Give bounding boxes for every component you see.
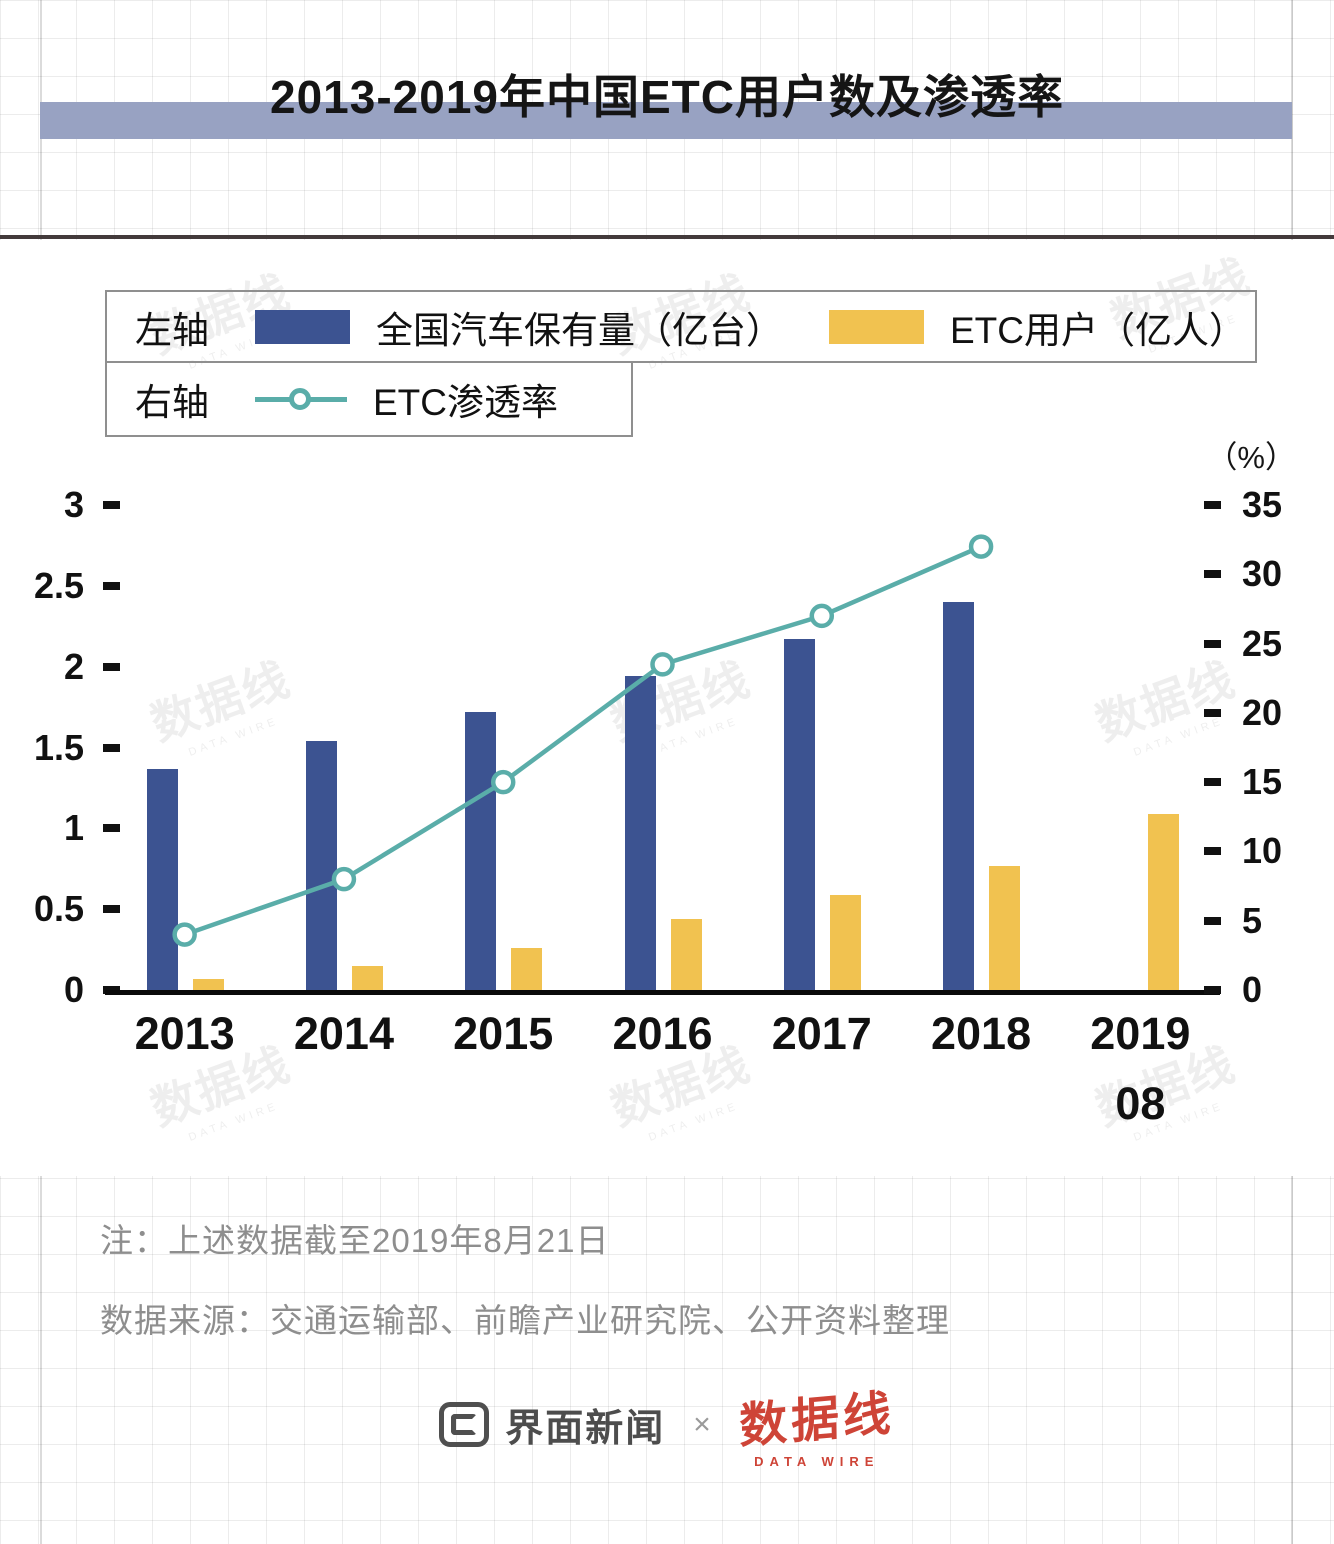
jiemian-logo: 界面新闻 <box>439 1397 665 1452</box>
left-tick-label: 1.5 <box>33 726 84 768</box>
legend-right-axis-label: 右轴 <box>135 382 209 423</box>
x-axis-label-text: 2014 <box>293 1008 394 1059</box>
left-tick-label: 3 <box>63 484 84 525</box>
x-axis-label-subtext: 08 <box>1115 1078 1166 1129</box>
bar-etc-2016 <box>670 918 702 990</box>
etc-series-swatch <box>829 309 924 344</box>
rate-point-2017 <box>809 603 835 629</box>
legend-left-axis-label: 左轴 <box>135 309 209 351</box>
left-tick-label: 0 <box>63 969 84 1010</box>
title-divider <box>0 235 1334 239</box>
collaboration-x-icon: × <box>693 1407 711 1441</box>
right-tick-label: 15 <box>1242 761 1283 803</box>
bar-etc-2013 <box>192 978 224 990</box>
x-axis-label-text: 2018 <box>931 1008 1032 1059</box>
bar-etc-2019 <box>1148 813 1180 990</box>
x-axis-label-text: 2017 <box>771 1008 872 1059</box>
x-axis-label-2016: 2016 <box>578 1008 748 1060</box>
x-axis-label-2013: 2013 <box>100 1008 270 1060</box>
title-block: 2013-2019年中国ETC用户数及渗透率 <box>0 68 1334 139</box>
jiemian-logo-text: 界面新闻 <box>505 1408 666 1450</box>
notes-block: 注：上述数据截至2019年8月21日 数据来源：交通运输部、前瞻产业研究院、公开… <box>100 1214 950 1374</box>
x-axis-label-2014: 2014 <box>259 1008 429 1060</box>
bar-car-2015 <box>465 711 497 990</box>
rate-line-svg <box>172 534 994 947</box>
car-series-label: 全国汽车保有量（亿台） <box>376 309 783 351</box>
car-series-swatch <box>255 309 350 344</box>
rate-point-2013 <box>172 922 197 947</box>
left-tick-label: 2 <box>63 645 84 687</box>
page-title: 2013-2019年中国ETC用户数及渗透率 <box>270 71 1064 123</box>
right-tick-label: 0 <box>1242 969 1263 1010</box>
right-tick-label: 30 <box>1242 553 1283 595</box>
left-tick-mark <box>103 905 120 914</box>
datawire-logo: 数据线 DATA WIRE <box>739 1380 895 1469</box>
right-tick-label: 35 <box>1242 484 1283 525</box>
x-axis-label-2018: 2018 <box>896 1008 1066 1060</box>
x-axis-label-text: 2013 <box>134 1008 235 1059</box>
left-tick-mark <box>103 824 120 833</box>
right-tick-mark <box>1204 847 1221 856</box>
left-tick-label: 2.5 <box>33 564 84 606</box>
x-axis-label-text: 2019 <box>1090 1008 1191 1059</box>
x-axis-label-text: 2016 <box>612 1008 713 1059</box>
left-tick-mark <box>103 743 120 752</box>
bar-car-2016 <box>624 676 656 990</box>
right-tick-label: 5 <box>1242 899 1263 941</box>
rate-point-2016 <box>650 652 675 677</box>
left-tick-label: 1 <box>63 807 84 849</box>
chart-panel-background <box>0 240 1334 1176</box>
etc-series-label: ETC用户（亿人） <box>950 309 1246 351</box>
right-axis: 35 30 25 20 15 10 5 0 <box>1204 484 1304 1010</box>
right-axis-unit: （%） <box>1206 440 1296 475</box>
left-tick-label: 0.5 <box>33 888 84 930</box>
x-axis-label-text: 2015 <box>453 1008 554 1059</box>
bar-etc-2014 <box>351 965 383 990</box>
note-text: 注：上述数据截至2019年8月21日 <box>100 1222 610 1259</box>
bar-car-2013 <box>146 768 178 990</box>
right-tick-label: 20 <box>1242 691 1283 733</box>
source-text: 数据来源：交通运输部、前瞻产业研究院、公开资料整理 <box>100 1302 950 1339</box>
rate-marker-sample <box>289 388 311 410</box>
right-tick-mark <box>1204 708 1221 717</box>
x-axis-label-2015: 2015 <box>418 1008 588 1060</box>
title-highlight-bar <box>40 102 1292 139</box>
footer-logos: 界面新闻 × 数据线 DATA WIRE <box>0 1380 1334 1469</box>
datawire-logo-subtext: DATA WIRE <box>754 1454 880 1469</box>
x-axis-labels: 2013 2014 2015 2016 2017 2018 2019 08 <box>105 1008 1220 1158</box>
jiemian-logo-icon <box>439 1402 490 1447</box>
plot-area <box>105 505 1220 995</box>
legend-row-left-axis: 左轴 全国汽车保有量（亿台） ETC用户（亿人） <box>105 290 1257 363</box>
legend-row-right-axis: 右轴 ETC渗透率 <box>105 361 633 437</box>
left-tick-mark <box>103 581 120 590</box>
rate-series-swatch <box>255 382 347 416</box>
right-tick-mark <box>1204 639 1221 648</box>
bar-car-2018 <box>943 602 975 990</box>
bar-etc-2018 <box>989 865 1021 990</box>
x-axis-label-2019: 2019 08 <box>1055 1008 1225 1130</box>
right-tick-mark <box>1204 986 1221 994</box>
right-tick-mark <box>1204 570 1221 579</box>
right-tick-label: 25 <box>1242 622 1283 664</box>
bar-etc-2017 <box>829 894 861 990</box>
left-tick-mark <box>103 662 120 671</box>
rate-point-2018 <box>968 534 994 559</box>
rate-series-label: ETC渗透率 <box>373 382 558 423</box>
rate-point-2014 <box>331 866 357 892</box>
right-tick-label: 10 <box>1242 830 1283 872</box>
rate-point-2015 <box>490 769 516 795</box>
bar-car-2017 <box>783 639 815 990</box>
right-tick-mark <box>1204 778 1221 787</box>
right-tick-mark <box>1204 916 1221 925</box>
left-axis: 3 2.5 2 1.5 1 0.5 0 <box>24 484 120 1010</box>
left-tick-mark <box>103 501 120 509</box>
right-tick-mark <box>1204 501 1221 509</box>
rate-line-path <box>183 544 982 937</box>
bar-car-2014 <box>305 741 337 990</box>
datawire-logo-text: 数据线 <box>738 1387 896 1454</box>
bar-etc-2015 <box>511 947 543 990</box>
x-axis-line <box>105 990 1220 995</box>
x-axis-label-2017: 2017 <box>737 1008 907 1060</box>
